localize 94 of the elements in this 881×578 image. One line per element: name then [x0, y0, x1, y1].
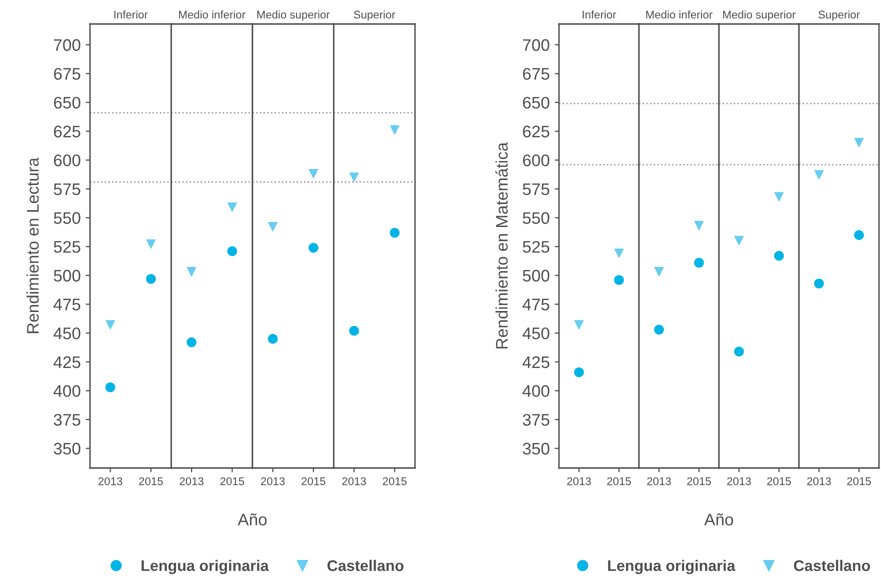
point: [227, 246, 238, 256]
point: [146, 239, 156, 250]
point: [186, 337, 196, 348]
y-axis-title: Rendimiento en Lectura: [26, 158, 39, 334]
legend-label: Castellano: [327, 560, 404, 572]
point: [349, 326, 359, 336]
x-tick-label: 2013: [180, 477, 204, 486]
point: [268, 334, 278, 344]
legend-label: Castellano: [794, 560, 870, 572]
y-tick-label: 625: [54, 126, 80, 138]
x-tick-label: 2015: [847, 477, 871, 486]
y-tick-label: 550: [54, 212, 80, 224]
point: [105, 320, 116, 330]
y-tick-label: 700: [523, 39, 550, 51]
point: [854, 138, 864, 148]
y-tick-label: 475: [54, 298, 80, 310]
point: [227, 202, 238, 212]
point: [734, 236, 744, 246]
chart-title: Medio inferior: [646, 10, 712, 19]
x-tick-label: 2015: [607, 477, 631, 486]
y-tick-label: 525: [522, 240, 550, 253]
legend-label: Lengua originaria: [608, 560, 736, 574]
y-tick-label: 475: [522, 298, 550, 310]
chart-title: Medio inferior: [179, 10, 246, 19]
chart-title: Inferior: [114, 10, 148, 19]
point: [105, 382, 116, 392]
point: [308, 169, 318, 179]
x-axis-title: Año: [704, 513, 734, 526]
point: [814, 278, 824, 288]
y-tick-label: 650: [523, 96, 550, 109]
point: [654, 267, 664, 277]
point: [854, 230, 864, 240]
point: [654, 324, 664, 335]
y-tick-label: 375: [522, 414, 550, 426]
chart-title: Medio superior: [723, 10, 796, 21]
y-tick-label: 350: [54, 442, 80, 455]
x-tick-label: 2013: [647, 477, 671, 486]
point: [308, 242, 318, 253]
y-tick-label: 650: [54, 96, 80, 109]
x-tick-label: 2013: [567, 477, 591, 486]
chart-title: Medio superior: [257, 10, 330, 21]
y-tick-label: 500: [522, 270, 550, 282]
x-tick-label: 2013: [727, 477, 751, 486]
y-tick-label: 575: [54, 183, 80, 196]
point: [734, 346, 744, 356]
y-tick-label: 575: [522, 183, 550, 196]
point: [694, 258, 704, 268]
y-tick-label: 425: [522, 356, 550, 368]
y-tick-label: 675: [54, 68, 80, 80]
point: [694, 220, 704, 231]
legend-label: Lengua originaria: [142, 560, 269, 574]
y-tick-label: 350: [522, 442, 550, 455]
y-tick-label: 525: [54, 240, 80, 253]
chart-title: Superior: [354, 10, 396, 21]
point: [774, 250, 784, 261]
y-tick-label: 400: [522, 385, 550, 397]
x-tick-label: 2015: [139, 477, 163, 486]
x-tick-label: 2013: [98, 477, 122, 486]
y-tick-label: 625: [523, 126, 550, 138]
x-tick-label: 2015: [767, 477, 791, 486]
chart-title: Inferior: [582, 10, 616, 19]
point: [390, 228, 400, 238]
x-tick-label: 2013: [807, 477, 831, 486]
x-tick-label: 2015: [220, 477, 244, 486]
point: [268, 222, 278, 232]
point: [614, 248, 624, 258]
point: [574, 320, 584, 330]
point: [574, 367, 584, 378]
x-tick-label: 2015: [382, 477, 407, 486]
x-tick-label: 2013: [342, 477, 366, 486]
x-axis-title: Año: [238, 513, 267, 526]
point: [146, 274, 156, 284]
y-tick-label: 450: [522, 327, 550, 340]
y-tick-label: 450: [54, 327, 80, 340]
point: [774, 192, 784, 202]
y-tick-label: 550: [522, 212, 550, 224]
y-tick-label: 700: [54, 39, 80, 51]
y-tick-label: 600: [523, 154, 550, 166]
point: [614, 275, 624, 285]
y-tick-label: 675: [523, 68, 550, 80]
x-tick-label: 2015: [302, 477, 326, 486]
chart-title: Superior: [818, 10, 860, 21]
x-tick-label: 2013: [261, 477, 285, 486]
y-tick-label: 425: [54, 356, 80, 368]
y-tick-label: 600: [54, 154, 80, 166]
y-tick-label: 375: [54, 414, 80, 426]
x-tick-label: 2015: [687, 477, 711, 486]
y-tick-label: 400: [54, 385, 80, 397]
point: [814, 170, 824, 180]
point: [390, 125, 400, 136]
point: [349, 172, 359, 182]
y-tick-label: 500: [54, 270, 80, 282]
y-axis-title: Rendimiento en Matemática: [495, 142, 508, 348]
point: [186, 267, 196, 277]
